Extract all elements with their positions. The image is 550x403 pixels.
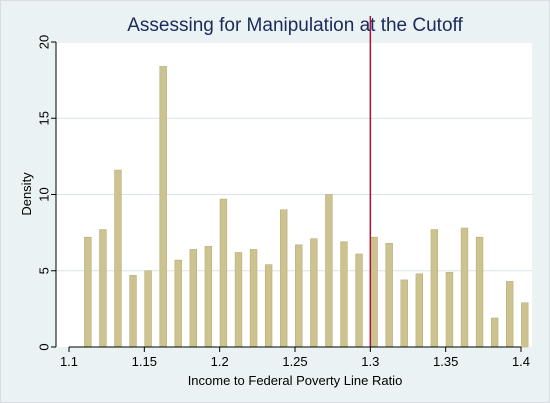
bar xyxy=(189,249,197,348)
y-tick-label: 0 xyxy=(37,343,52,350)
bar xyxy=(280,209,288,348)
bar xyxy=(415,273,423,348)
bar xyxy=(84,236,92,348)
chart-title: Assessing for Manipulation at the Cutoff xyxy=(127,15,463,36)
y-tick-label: 10 xyxy=(37,187,52,201)
bar xyxy=(325,194,333,348)
x-axis-label: Income to Federal Poverty Line Ratio xyxy=(188,373,403,388)
y-axis-label: Density xyxy=(19,172,34,216)
bar xyxy=(295,244,303,348)
x-tick-label: 1.1 xyxy=(60,354,78,369)
x-ticks: 1.1 1.15 1.2 1.25 1.3 1.35 1.4 xyxy=(60,347,530,369)
bar xyxy=(144,270,152,348)
bar xyxy=(114,169,122,348)
y-tick-label: 5 xyxy=(37,267,52,274)
bar xyxy=(340,241,348,348)
bar xyxy=(355,253,363,348)
bar xyxy=(475,236,484,348)
bar xyxy=(430,229,439,348)
y-tick-label: 20 xyxy=(37,35,52,49)
bar xyxy=(506,281,514,348)
bar xyxy=(234,252,243,348)
bar xyxy=(490,317,499,348)
x-tick-label: 1.25 xyxy=(282,354,307,369)
x-tick-label: 1.35 xyxy=(433,354,458,369)
x-tick-label: 1.2 xyxy=(211,354,229,369)
x-tick-label: 1.3 xyxy=(361,354,379,369)
bar xyxy=(129,275,137,348)
x-tick-label: 1.4 xyxy=(512,354,530,369)
bar xyxy=(174,259,182,348)
bar xyxy=(370,236,378,348)
y-ticks: 0 5 10 15 20 xyxy=(37,35,56,351)
bar xyxy=(249,249,258,348)
bars xyxy=(84,66,529,348)
bar xyxy=(264,264,273,348)
bar xyxy=(445,271,454,348)
bar xyxy=(460,227,469,348)
bar xyxy=(159,66,167,348)
x-tick-label: 1.15 xyxy=(132,354,157,369)
bar xyxy=(219,198,228,348)
bar xyxy=(385,243,393,348)
y-tick-label: 15 xyxy=(37,111,52,125)
bar xyxy=(521,302,529,348)
gridlines xyxy=(56,41,532,272)
bar xyxy=(204,246,213,348)
bar xyxy=(400,279,408,348)
bar xyxy=(310,238,318,348)
bar xyxy=(99,229,107,348)
